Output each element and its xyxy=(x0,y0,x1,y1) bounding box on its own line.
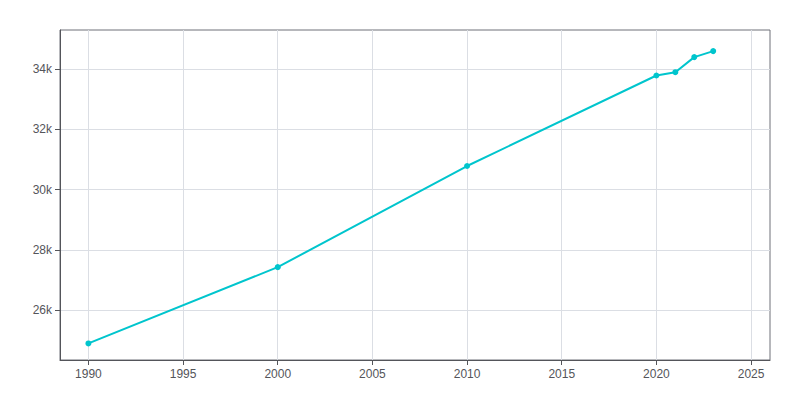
svg-text:34k: 34k xyxy=(33,62,53,76)
svg-text:1990: 1990 xyxy=(75,367,102,381)
svg-text:2020: 2020 xyxy=(643,367,670,381)
svg-text:2025: 2025 xyxy=(738,367,765,381)
svg-text:2010: 2010 xyxy=(454,367,481,381)
svg-text:1995: 1995 xyxy=(170,367,197,381)
svg-text:30k: 30k xyxy=(33,183,53,197)
svg-text:32k: 32k xyxy=(33,122,53,136)
svg-text:28k: 28k xyxy=(33,243,53,257)
svg-text:26k: 26k xyxy=(33,303,53,317)
svg-text:2015: 2015 xyxy=(548,367,575,381)
svg-text:2000: 2000 xyxy=(264,367,291,381)
svg-text:2005: 2005 xyxy=(359,367,386,381)
